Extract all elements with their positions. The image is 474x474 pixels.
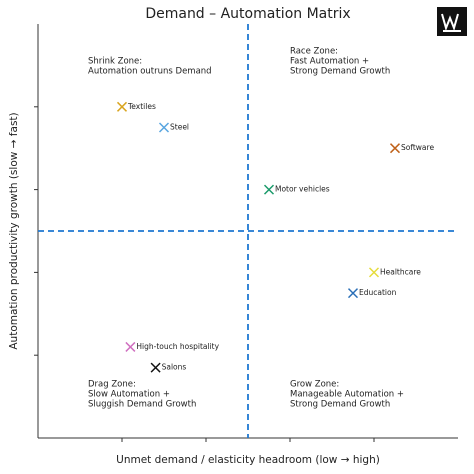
point-marker — [368, 267, 380, 278]
point — [158, 122, 170, 133]
point — [389, 143, 401, 154]
zone-text: Shrink Zone: — [88, 57, 142, 67]
point-label: Salons — [162, 363, 187, 372]
y-axis-label: Automation productivity growth (slow → f… — [8, 112, 20, 349]
zone-text: Manageable Automation + — [290, 390, 404, 400]
zone-text: Slow Automation + — [88, 390, 170, 400]
point-label: High-touch hospitality — [136, 342, 219, 351]
point-marker — [347, 288, 359, 299]
zone-text: Automation outruns Demand — [88, 67, 212, 77]
zone-text: Strong Demand Growth — [290, 400, 390, 410]
point-label: Education — [359, 288, 397, 297]
point-label: Textiles — [127, 102, 156, 111]
logo — [437, 7, 467, 36]
point-label: Healthcare — [380, 267, 421, 276]
point — [125, 341, 136, 352]
point — [368, 267, 380, 278]
point-marker — [158, 122, 170, 133]
point-label: Steel — [170, 123, 189, 132]
zone-text: Grow Zone: — [290, 380, 339, 390]
zone-drag: Drag Zone: Slow Automation + Sluggish De… — [88, 380, 196, 410]
zone-text: Strong Demand Growth — [290, 67, 390, 77]
point-marker — [389, 143, 401, 154]
point — [263, 184, 275, 195]
point — [150, 362, 161, 373]
zone-text: Sluggish Demand Growth — [88, 400, 196, 410]
zone-text: Drag Zone: — [88, 380, 136, 390]
zone-text: Race Zone: — [290, 47, 338, 57]
zone-text: Fast Automation + — [290, 57, 369, 67]
zone-grow: Grow Zone: Manageable Automation + Stron… — [290, 380, 404, 410]
x-axis-label: Unmet demand / elasticity headroom (low … — [116, 454, 380, 466]
chart-title: Demand – Automation Matrix — [145, 6, 350, 22]
point-marker — [125, 341, 136, 352]
zone-shrink: Shrink Zone: Automation outruns Demand — [88, 57, 212, 77]
point — [116, 101, 128, 112]
point-label: Motor vehicles — [275, 185, 330, 194]
point — [347, 288, 359, 299]
point-marker — [150, 362, 161, 373]
point-marker — [116, 101, 128, 112]
point-marker — [263, 184, 275, 195]
zone-race: Race Zone: Fast Automation + Strong Dema… — [290, 47, 390, 77]
point-label: Software — [401, 143, 434, 152]
